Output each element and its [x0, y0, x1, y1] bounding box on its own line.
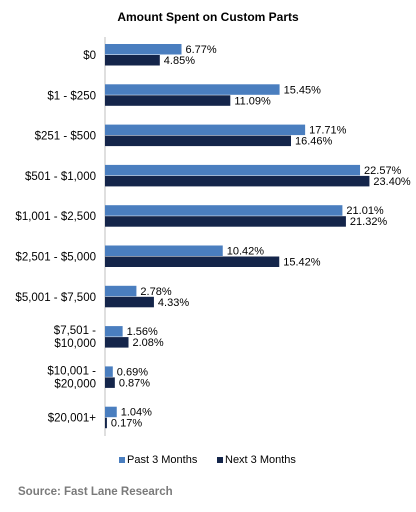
- bar-past-3-months: [105, 245, 223, 256]
- category-label: $20,000: [54, 378, 96, 390]
- data-label-past: 17.71%: [309, 125, 347, 137]
- bar-next-3-months: [105, 135, 291, 147]
- data-label-next: 0.87%: [119, 377, 150, 389]
- bar-past-3-months: [105, 164, 361, 176]
- bar-next-3-months: [105, 337, 129, 348]
- bar-past-3-months: [105, 44, 182, 55]
- data-label-past: 2.78%: [140, 286, 171, 298]
- data-label-next: 23.40%: [373, 176, 411, 188]
- data-label-past: 21.01%: [346, 205, 384, 217]
- data-label-past: 15.45%: [284, 84, 322, 96]
- data-label-next: 4.85%: [164, 55, 195, 67]
- bar-past-3-months: [105, 366, 113, 377]
- category-label: $20,001+: [48, 413, 97, 425]
- category-label: $501 - $1,000: [25, 171, 96, 183]
- bar-past-3-months: [105, 326, 123, 337]
- bar-next-3-months: [105, 377, 115, 388]
- chart-title: Amount Spent on Custom Parts: [117, 10, 299, 24]
- bar-past-3-months: [105, 285, 137, 297]
- data-label-next: 4.33%: [158, 297, 189, 309]
- bar-past-3-months: [105, 124, 306, 136]
- legend: Past 3 Months Next 3 Months: [119, 454, 296, 466]
- data-label-past: 0.69%: [117, 366, 148, 378]
- category-label: $7,501 -: [54, 325, 96, 337]
- bar-next-3-months: [105, 95, 231, 106]
- data-label-next: 16.46%: [295, 136, 333, 148]
- bar-past-3-months: [105, 205, 343, 216]
- category-label: $0: [83, 50, 96, 62]
- bar-next-3-months: [105, 256, 280, 267]
- bar-past-3-months: [105, 406, 117, 418]
- legend-swatch-past: [119, 457, 125, 463]
- legend-label-next: Next 3 Months: [225, 454, 296, 466]
- data-label-next: 0.17%: [111, 418, 142, 430]
- data-label-past: 22.57%: [364, 165, 402, 177]
- data-label-next: 2.08%: [133, 337, 164, 349]
- category-label: $1,001 - $2,500: [15, 211, 96, 223]
- bar-next-3-months: [105, 216, 346, 227]
- data-label-past: 10.42%: [227, 246, 265, 258]
- data-label-next: 11.09%: [234, 95, 271, 107]
- bar-next-3-months: [105, 55, 160, 66]
- category-label: $10,000: [54, 338, 96, 350]
- source-note: Source: Fast Lane Research: [18, 486, 173, 498]
- data-label-next: 21.32%: [350, 216, 388, 228]
- bar-next-3-months: [105, 417, 107, 429]
- bars-group: $0 6.77%4.85% $1 - $250 15.45% 11.09% $251 - …: [15, 44, 411, 430]
- category-label: $1 - $250: [47, 90, 96, 102]
- category-label: $10,001 -: [47, 365, 96, 377]
- category-label: $2,501 - $5,000: [15, 252, 96, 264]
- data-label-past: 6.77%: [186, 44, 217, 56]
- bar-next-3-months: [105, 296, 154, 308]
- data-label-past: 1.56%: [127, 326, 158, 338]
- legend-label-past: Past 3 Months: [127, 454, 198, 466]
- bar-past-3-months: [105, 84, 280, 95]
- data-label-past: 1.04%: [121, 407, 152, 419]
- bar-next-3-months: [105, 175, 370, 187]
- category-label: $251 - $500: [35, 131, 96, 143]
- data-label-next: 15.42%: [283, 257, 321, 269]
- legend-swatch-next: [217, 457, 223, 463]
- category-label: $5,001 - $7,500: [15, 292, 96, 304]
